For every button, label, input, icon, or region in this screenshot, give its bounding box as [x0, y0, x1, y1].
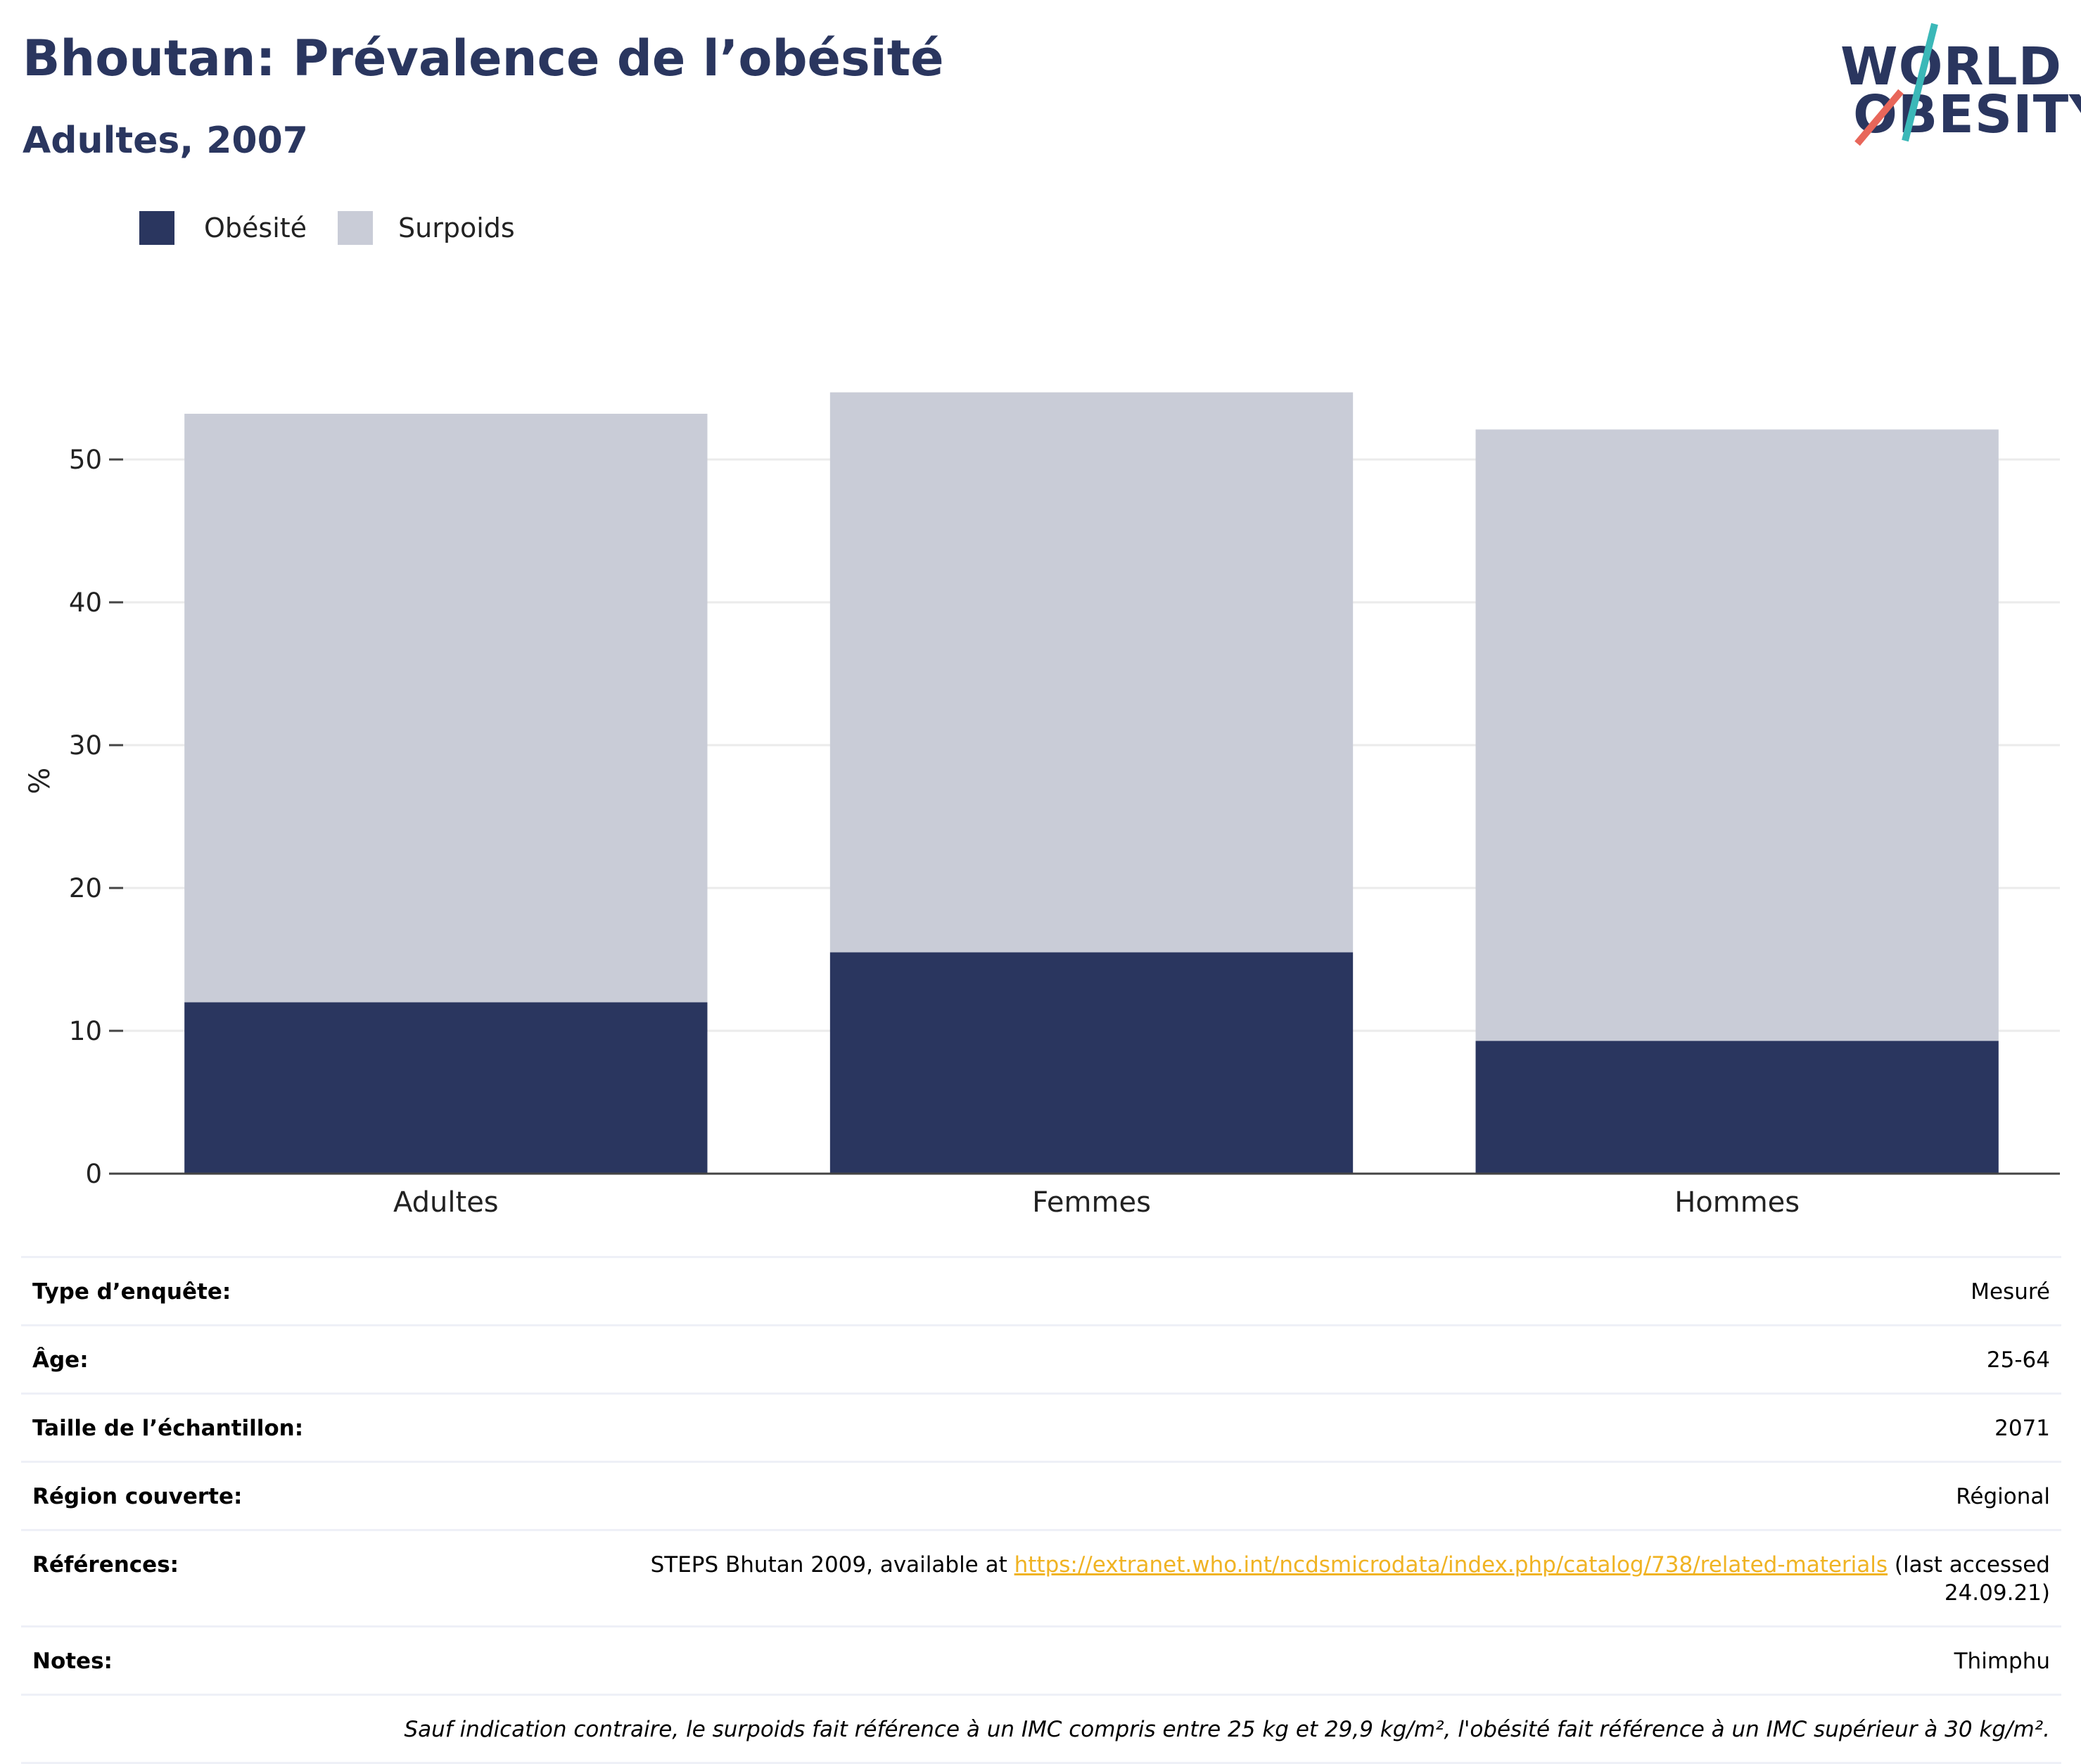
y-tick-label: 40 — [69, 588, 102, 618]
y-axis-label: % — [24, 768, 56, 794]
bar-adultes-surpoids — [184, 414, 708, 1003]
page-title: Bhoutan: Prévalence de l’obésité — [23, 30, 944, 87]
bar-femmes-surpoids — [829, 392, 1354, 953]
info-value-region: Régional — [1956, 1484, 2050, 1509]
bmi-footnote: Sauf indication contraire, le surpoids f… — [21, 1696, 2061, 1764]
logo-word-obesity: OBESITY — [1853, 84, 2081, 145]
legend-label-obesite: Obésité — [204, 212, 307, 243]
bar-femmes-obesite — [829, 952, 1354, 1174]
info-row-age: Âge: 25-64 — [21, 1326, 2061, 1395]
info-value-age: 25-64 — [1986, 1347, 2050, 1373]
info-row-region: Région couverte: Régional — [21, 1463, 2061, 1531]
logo-slash-teal — [1902, 23, 1938, 142]
y-tick-label: 30 — [69, 730, 102, 761]
x-tick-label: Adultes — [393, 1186, 499, 1219]
x-tick-label: Hommes — [1674, 1186, 1800, 1219]
info-value-survey-type: Mesuré — [1971, 1279, 2050, 1305]
page-subtitle: Adultes, 2007 — [23, 120, 308, 162]
legend-label-surpoids: Surpoids — [398, 212, 515, 243]
logo-slash-icon — [1854, 23, 1938, 146]
info-value-notes: Thimphu — [1954, 1649, 2050, 1674]
x-tick-label: Femmes — [1032, 1186, 1151, 1219]
reference-link[interactable]: https://extranet.who.int/ncdsmicrodata/i… — [1014, 1552, 1888, 1578]
info-row-sample-size: Taille de l’échantillon: 2071 — [21, 1395, 2061, 1463]
legend-swatch-obesite — [139, 211, 174, 245]
legend-swatch-surpoids — [338, 211, 373, 245]
logo-word-world: WORLD — [1840, 37, 2063, 97]
y-tick-label: 50 — [69, 445, 102, 475]
reference-prefix: STEPS Bhutan 2009, available at — [650, 1552, 1014, 1578]
y-tick-label: 10 — [69, 1016, 102, 1046]
info-label-sample-size: Taille de l’échantillon: — [32, 1416, 304, 1441]
info-label-notes: Notes: — [32, 1649, 113, 1674]
info-label-survey-type: Type d’enquête: — [32, 1279, 231, 1305]
info-label-age: Âge: — [32, 1347, 89, 1373]
logo-slash-coral — [1854, 89, 1904, 146]
world-obesity-logo: WORLD OBESITY — [1829, 21, 2081, 148]
info-label-references: Références: — [32, 1552, 179, 1578]
info-value-references: STEPS Bhutan 2009, available at https://… — [608, 1551, 2050, 1607]
reference-suffix: (last accessed 24.09.21) — [1888, 1552, 2050, 1606]
y-tick-label: 20 — [69, 873, 102, 903]
bar-hommes-surpoids — [1475, 429, 1999, 1041]
bar-hommes-obesite — [1475, 1041, 1999, 1174]
info-row-notes: Notes: Thimphu — [21, 1627, 2061, 1696]
info-value-sample-size: 2071 — [1994, 1416, 2050, 1441]
stacked-bar-chart: 0 10 20 30 40 50% Adultes Femmes Hommes — [24, 392, 2060, 1219]
info-label-region: Région couverte: — [32, 1484, 243, 1509]
info-row-survey-type: Type d’enquête: Mesuré — [21, 1258, 2061, 1326]
info-row-references: Références: STEPS Bhutan 2009, available… — [21, 1531, 2061, 1627]
y-tick-label: 0 — [85, 1159, 102, 1189]
bar-adultes-obesite — [184, 1002, 708, 1174]
survey-info-table: Type d’enquête: Mesuré Âge: 25-64 Taille… — [21, 1256, 2061, 1764]
